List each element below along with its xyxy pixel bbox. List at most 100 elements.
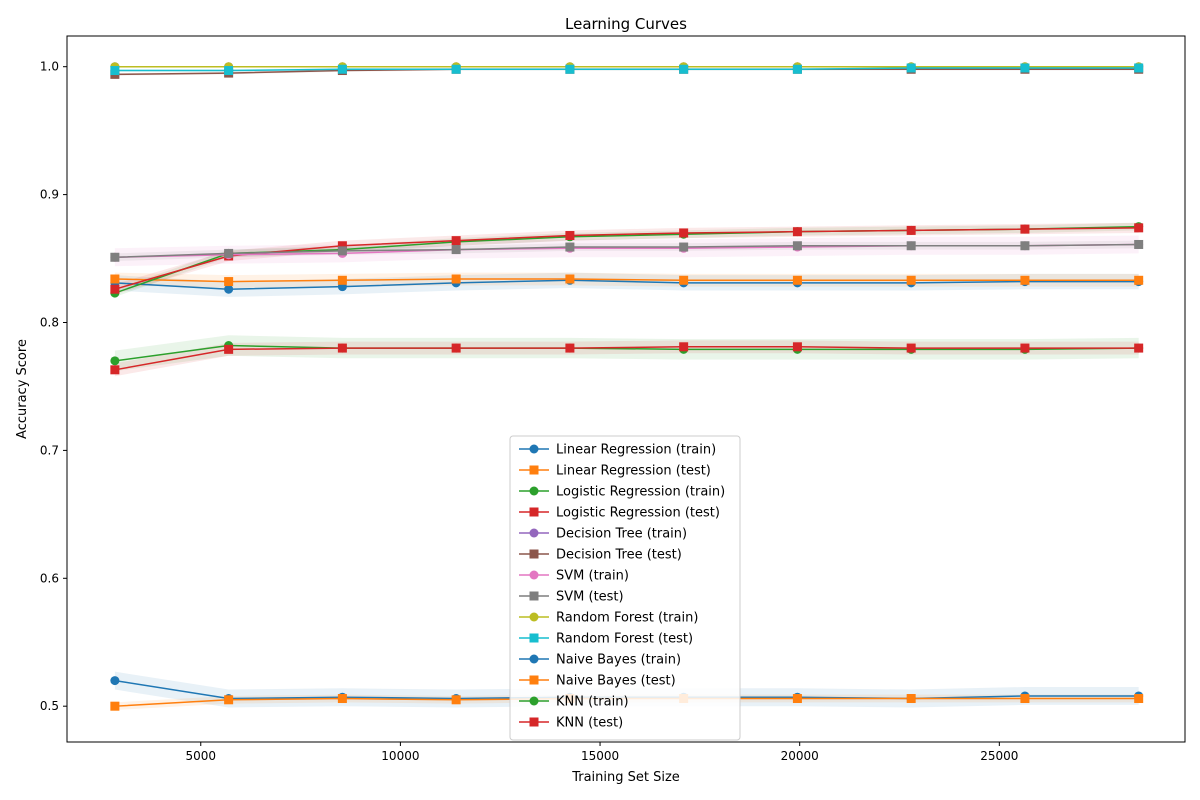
logistic-regression-train-band: [114, 222, 1139, 297]
x-tick-label: 5000: [185, 749, 216, 763]
logistic-regression-test-point: [451, 236, 461, 246]
logistic-regression-test-point: [1020, 224, 1030, 234]
naive-bayes-test-legend-marker: [529, 675, 539, 685]
knn-test-point: [337, 343, 347, 353]
naive-bayes-test-point: [1020, 694, 1030, 704]
y-tick-label: 1.0: [40, 60, 59, 74]
logistic-regression-test-point: [679, 228, 689, 238]
random-forest-train-legend-marker: [529, 612, 539, 622]
decision-tree-test-legend-marker: [529, 549, 539, 559]
x-tick-label: 10000: [381, 749, 419, 763]
random-forest-test-legend-marker: [529, 633, 539, 643]
naive-bayes-train-legend-label: Naive Bayes (train): [556, 653, 681, 668]
y-tick-label: 0.9: [40, 188, 59, 202]
knn-train-band: [114, 335, 1139, 372]
x-tick-label: 20000: [781, 749, 819, 763]
linear-regression-test-legend-marker: [529, 465, 539, 475]
decision-tree-train-legend-label: Decision Tree (train): [556, 527, 687, 542]
logistic-regression-test-point: [792, 227, 802, 237]
legend: Linear Regression (train) Linear Regressi…: [509, 435, 741, 741]
svm-test-point: [792, 241, 802, 251]
svm-test-point: [110, 252, 120, 262]
logistic-regression-test-point: [906, 225, 916, 235]
linear-regression-test-point: [792, 275, 802, 285]
legend-box: [509, 435, 741, 741]
y-tick-label: 0.8: [40, 315, 59, 329]
knn-train-legend-marker: [529, 696, 539, 706]
x-axis-ticks: 5000 10000 15000 20000 25000: [185, 742, 1018, 763]
y-tick-label: 0.7: [40, 443, 59, 457]
random-forest-test-point: [337, 64, 347, 74]
random-forest-test-point: [1020, 63, 1030, 73]
naive-bayes-test-legend-label: Naive Bayes (test): [556, 674, 676, 689]
decision-tree-test-legend-label: Decision Tree (test): [556, 548, 682, 563]
random-forest-test-point: [565, 64, 575, 74]
knn-test-legend-marker: [529, 717, 539, 727]
linear-regression-train-legend-label: Linear Regression (train): [556, 443, 716, 458]
knn-test-line: [114, 346, 1139, 371]
linear-regression-test-point: [565, 274, 575, 284]
logistic-regression-test-legend-label: Logistic Regression (test): [556, 506, 720, 521]
linear-regression-test-point: [679, 275, 689, 285]
logistic-regression-test-band: [114, 222, 1139, 295]
random-forest-test-legend-label: Random Forest (test): [556, 632, 693, 647]
svm-test-legend-marker: [529, 591, 539, 601]
logistic-regression-test-legend-marker: [529, 507, 539, 517]
random-forest-test-point: [451, 64, 461, 74]
random-forest-test-point: [1134, 63, 1144, 73]
naive-bayes-train-point: [110, 676, 120, 686]
random-forest-test-point: [110, 66, 120, 76]
x-tick-label: 15000: [581, 749, 619, 763]
random-forest-train-legend-label: Random Forest (train): [556, 611, 698, 626]
logistic-regression-test-line: [114, 227, 1139, 290]
knn-test-point: [1134, 343, 1144, 353]
svm-test-legend-label: SVM (test): [556, 590, 624, 605]
knn-test-point: [451, 343, 461, 353]
linear-regression-test-line: [114, 278, 1139, 283]
svm-test-point: [451, 245, 461, 255]
linear-regression-test-point: [110, 274, 120, 284]
linear-regression-test-point: [451, 274, 461, 284]
linear-regression-test-legend-label: Linear Regression (test): [556, 464, 711, 479]
random-forest-test-point: [224, 66, 234, 76]
logistic-regression-test-point: [110, 284, 120, 294]
knn-test-legend-label: KNN (test): [556, 716, 623, 731]
random-forest-test-point: [906, 63, 916, 73]
knn-test-point: [224, 344, 234, 354]
y-tick-label: 0.5: [40, 699, 59, 713]
y-axis-ticks: 0.5 0.6 0.7 0.8 0.9 1.0: [40, 60, 67, 713]
naive-bayes-train-legend-marker: [529, 654, 539, 664]
svm-test-point: [1134, 239, 1144, 249]
naive-bayes-test-point: [792, 694, 802, 704]
random-forest-test-point: [679, 64, 689, 74]
logistic-regression-train-legend-label: Logistic Regression (train): [556, 485, 725, 500]
logistic-regression-test-point: [337, 241, 347, 251]
series-lines: [114, 65, 1139, 707]
svm-test-point: [679, 242, 689, 252]
svm-train-band: [114, 235, 1139, 267]
knn-test-point: [565, 343, 575, 353]
naive-bayes-test-point: [1134, 694, 1144, 704]
linear-regression-train-line: [114, 279, 1139, 290]
knn-train-line: [114, 344, 1139, 362]
svm-test-point: [224, 248, 234, 258]
svm-test-line: [114, 243, 1139, 259]
chart-title: Learning Curves: [565, 15, 687, 33]
knn-test-point: [1020, 343, 1030, 353]
linear-regression-test-point: [1020, 275, 1030, 285]
linear-regression-train-point: [224, 284, 234, 294]
y-tick-label: 0.6: [40, 571, 59, 585]
logistic-regression-test-point: [565, 231, 575, 241]
svm-train-legend-marker: [529, 570, 539, 580]
decision-tree-train-legend-marker: [529, 528, 539, 538]
random-forest-test-point: [792, 64, 802, 74]
random-forest-test-line: [114, 67, 1139, 72]
x-tick-label: 25000: [980, 749, 1018, 763]
naive-bayes-test-point: [110, 701, 120, 711]
linear-regression-test-point: [906, 275, 916, 285]
knn-train-legend-label: KNN (train): [556, 695, 629, 710]
svm-test-point: [906, 241, 916, 251]
naive-bayes-test-point: [451, 695, 461, 705]
knn-train-point: [110, 356, 120, 366]
